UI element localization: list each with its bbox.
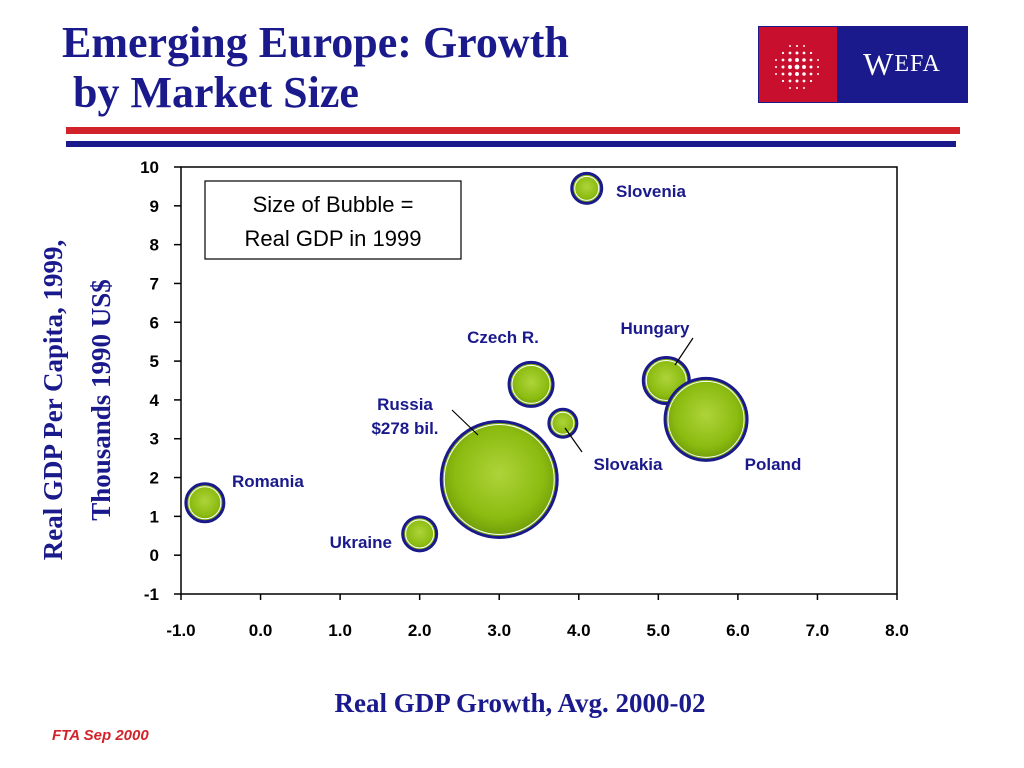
bubble-romania: [184, 482, 226, 524]
x-axis-title: Real GDP Growth, Avg. 2000-02: [335, 688, 706, 718]
bubble-slovakia: [547, 407, 579, 439]
y-tick-label: 6: [150, 313, 159, 332]
label-slovakia: Slovakia: [594, 455, 664, 474]
note-line-2: Real GDP in 1999: [245, 226, 422, 251]
note-box: [204, 180, 462, 260]
y-tick-label: 9: [150, 197, 159, 216]
slide-title: Emerging Europe: Growth by Market Size: [62, 18, 569, 117]
x-tick-label: -1.0: [166, 621, 195, 640]
x-tick-label: 8.0: [885, 621, 909, 640]
bubble-poland: [663, 376, 749, 462]
bubble-size-note: Size of Bubble = Real GDP in 1999: [204, 180, 462, 260]
x-tick-label: 1.0: [328, 621, 352, 640]
y-tick-label: -1: [144, 585, 159, 604]
y-axis-title-line-1: Real GDP Per Capita, 1999,: [38, 240, 68, 560]
x-tick-label: 3.0: [487, 621, 511, 640]
bubble-labels: Romania Ukraine Russia $278 bil. Czech R. Slo…: [232, 182, 801, 552]
title-rule-red: [66, 127, 960, 134]
y-tick-label: 7: [150, 274, 159, 293]
y-axis-title: Real GDP Per Capita, 1999, Thousands 199…: [38, 240, 116, 560]
y-axis: -1 0 1 2 3 4 5 6 7 8 9 10: [140, 158, 181, 604]
bubble-russia: [439, 419, 559, 539]
y-tick-label: 10: [140, 158, 159, 177]
label-russia-line-1: Russia: [377, 395, 433, 414]
y-tick-label: 0: [150, 546, 159, 565]
logo-letter-w: W: [863, 46, 895, 82]
logo-letters-efa: EFA: [894, 51, 941, 77]
x-tick-label: 7.0: [806, 621, 830, 640]
label-hungary: Hungary: [621, 319, 691, 338]
bubble-slovenia: [570, 171, 604, 205]
leader-hungary: [674, 337, 694, 366]
bubble-czech: [507, 360, 555, 408]
x-tick-label: 2.0: [408, 621, 432, 640]
x-tick-label: 5.0: [647, 621, 671, 640]
y-tick-label: 8: [150, 236, 159, 255]
y-tick-label: 3: [150, 430, 159, 449]
x-tick-label: 6.0: [726, 621, 750, 640]
x-axis: -1.0 0.0 1.0 2.0 3.0 4.0 5.0 6.0 7.0 8.0: [166, 594, 909, 640]
leader-slovakia: [564, 427, 583, 453]
leader-russia: [451, 409, 479, 436]
wefa-logo: W EFA: [758, 26, 968, 103]
logo-wordmark: W EFA: [837, 27, 967, 102]
label-poland: Poland: [745, 455, 802, 474]
label-romania: Romania: [232, 472, 304, 491]
x-tick-label: 4.0: [567, 621, 591, 640]
label-ukraine: Ukraine: [330, 533, 392, 552]
bubble-ukraine: [401, 515, 439, 553]
label-russia-line-2: $278 bil.: [371, 419, 438, 438]
logo-dot-globe-icon: [759, 27, 837, 102]
y-tick-label: 4: [150, 391, 160, 410]
label-czech: Czech R.: [467, 328, 539, 347]
plot-area-frame: [180, 166, 898, 595]
bubbles: [184, 171, 749, 553]
title-rule-blue: [66, 141, 956, 147]
y-tick-label: 1: [150, 507, 159, 526]
footer-source: FTA Sep 2000: [52, 727, 149, 744]
y-tick-label: 5: [150, 352, 159, 371]
label-slovenia: Slovenia: [616, 182, 686, 201]
y-tick-label: 2: [150, 469, 159, 488]
y-axis-title-line-2: Thousands 1990 US$: [86, 279, 116, 521]
note-line-1: Size of Bubble =: [253, 192, 414, 217]
x-tick-label: 0.0: [249, 621, 273, 640]
